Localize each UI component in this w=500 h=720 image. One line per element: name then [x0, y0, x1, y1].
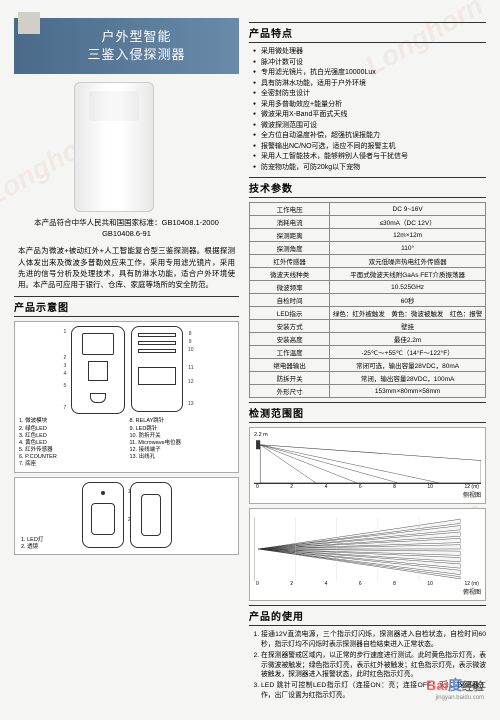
spec-row: 自检时间60秒	[250, 294, 486, 307]
section-spec-header: 技术参数	[249, 177, 486, 198]
feature-item: 微波采用X-Band平面式天线	[253, 110, 486, 121]
left-column: 户外型智能 三鉴入侵探测器 本产品符合中华人民共和国国家标准：GB10408.1…	[14, 18, 239, 702]
diagram-legend: 1. 微波模块2. 绿色LED3. 红色LED4. 黄色LED5. 红外传感器6…	[19, 418, 234, 468]
spec-row: 安装方式壁挂	[250, 320, 486, 333]
spec-row: 外形尺寸153mm×80mm×58mm	[250, 385, 486, 398]
feature-item: 具有防淋水功能，适用于户外环境	[253, 79, 486, 90]
device-led-schematic: 1 2	[82, 482, 124, 548]
range-top-view: 024681012 (m) 俯视图	[249, 508, 486, 601]
section-usage-header: 产品的使用	[249, 605, 486, 626]
product-description: 本产品为微波+被动红外+人工智能复合型三鉴探测器。根据探测人体发出来及微波多普勒…	[18, 245, 235, 290]
range-side-view: 2.2 m 024681012 (m) 侧视图	[249, 427, 486, 504]
section-features-header: 产品特点	[249, 22, 486, 43]
feature-item: 微波探测范围可设	[253, 121, 486, 132]
feature-item: 脉冲计数可设	[253, 58, 486, 69]
device-back-schematic: 8 9 10 11 12 13	[131, 326, 183, 412]
feature-item: 采用人工智能技术，能够辨别人侵者与干扰信号	[253, 152, 486, 163]
device-mount-schematic	[130, 482, 172, 548]
feature-item: 防宠物功能，可防20kg以下宠物	[253, 163, 486, 174]
product-photo	[74, 82, 154, 212]
spec-row: 工作电压DC 9~16V	[250, 203, 486, 216]
spec-row: 消耗电流≤30mA（DC 12V）	[250, 216, 486, 229]
diagram-box-1: 1 2 3 4 5 7 8 9 10 11 12 13	[14, 321, 239, 473]
spec-row: LED指示绿色：红外被触发 黄色：微波被触发 红色：报警	[250, 307, 486, 320]
title-banner: 户外型智能 三鉴入侵探测器	[14, 18, 239, 74]
diagram-box-2: 1 2 1. LED灯2. 透镜	[14, 477, 239, 555]
spec-table: 工作电压DC 9~16V消耗电流≤30mA（DC 12V）探测距离12m×12m…	[249, 202, 486, 398]
banner-decoration	[18, 12, 40, 34]
side-view-label: 侧视图	[254, 490, 481, 499]
product-photo-area	[14, 82, 239, 212]
spec-row: 红外传感器双元低噪声热电红外传感器	[250, 255, 486, 268]
standards-text: 本产品符合中华人民共和国国家标准：GB10408.1-2000 GB10408.…	[14, 218, 239, 239]
feature-item: 采用多普勒效应+能量分析	[253, 100, 486, 111]
diagram-legend-2: 1. LED灯2. 透镜	[21, 537, 43, 551]
feature-item: 采用微处理器	[253, 47, 486, 58]
spec-row: 继电器输出常闭可选，输出容量28VDC，80mA	[250, 359, 486, 372]
spec-row: 探测角度110°	[250, 242, 486, 255]
product-title: 户外型智能 三鉴入侵探测器	[44, 28, 229, 64]
usage-item: 接通12V直流电源，三个指示灯闪烁，探测器进入自检状态，自检时间60秒，指示灯均…	[261, 630, 486, 650]
feature-item: 专用滤光镜片，抗白光强度10000Lux	[253, 68, 486, 79]
spec-row: 微波频率10.525GHz	[250, 281, 486, 294]
device-front-schematic: 1 2 3 4 5 7	[71, 326, 125, 414]
page: 户外型智能 三鉴入侵探测器 本产品符合中华人民共和国国家标准：GB10408.1…	[0, 0, 500, 720]
section-range-header: 检测范围图	[249, 402, 486, 423]
right-column: 产品特点 采用微处理器脉冲计数可设专用滤光镜片，抗白光强度10000Lux具有防…	[249, 18, 486, 702]
features-list: 采用微处理器脉冲计数可设专用滤光镜片，抗白光强度10000Lux具有防淋水功能，…	[249, 47, 486, 173]
top-view-label: 俯视图	[254, 587, 481, 596]
footer-url: jingyan.baidu.com	[436, 695, 484, 701]
spec-row: 微波天线种类平面式微波天线附GaAs FET介质振荡器	[250, 268, 486, 281]
spec-row: 防拆开关常闭，输出容量28VDC，100mA	[250, 372, 486, 385]
spec-row: 安装高度最佳2.2m	[250, 333, 486, 346]
feature-item: 全方位自动温度补偿，超强抗误报能力	[253, 131, 486, 142]
feature-item: 报警输出NC/NO可选，适应不同的报警主机	[253, 142, 486, 153]
spec-row: 工作温度-25℃～+55℃（14°F～122°F）	[250, 346, 486, 359]
feature-item: 全密封防虫设计	[253, 89, 486, 100]
spec-row: 探测距离12m×12m	[250, 229, 486, 242]
footer-logo: Bai度经验	[426, 675, 484, 695]
section-diagram-header: 产品示意图	[14, 296, 239, 317]
